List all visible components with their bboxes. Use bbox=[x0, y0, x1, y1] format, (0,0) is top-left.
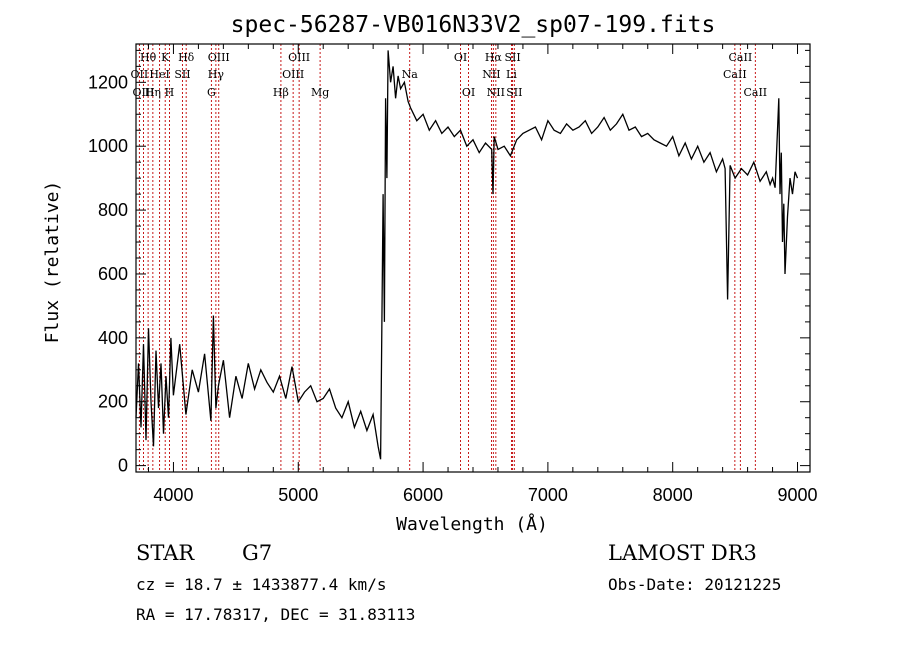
y-tick-label: 800 bbox=[98, 200, 128, 220]
spectral-line-label: Hγ bbox=[208, 68, 225, 81]
y-tick-label: 1200 bbox=[88, 72, 128, 92]
y-tick-label: 400 bbox=[98, 328, 128, 348]
spectral-line-label: Li bbox=[506, 68, 517, 81]
spectral-line-label: OIII bbox=[288, 51, 310, 64]
plot-frame bbox=[135, 43, 811, 473]
spectral-line-label: Hη bbox=[145, 86, 161, 99]
x-tick-label: 5000 bbox=[278, 485, 318, 505]
object-type: STAR bbox=[136, 541, 195, 565]
x-axis-ticks: 4000 5000 6000 7000 8000 9000 bbox=[147, 44, 818, 505]
spectral-line-label: SII bbox=[504, 51, 520, 64]
redshift-readout: cz = 18.7 ± 1433877.4 km/s bbox=[136, 575, 386, 594]
x-tick-label: 6000 bbox=[403, 485, 443, 505]
spectral-line-markers bbox=[138, 44, 756, 472]
spectral-line-label: Na bbox=[402, 68, 419, 81]
spectral-line-label: CaII bbox=[723, 68, 747, 81]
spectral-line-label: CaII bbox=[729, 51, 753, 64]
spectral-line-label: CaII bbox=[743, 86, 767, 99]
spectral-line-label: OIII bbox=[282, 68, 304, 81]
spectral-line-label: SII bbox=[174, 68, 190, 81]
spectrum-series-line bbox=[135, 50, 799, 460]
y-axis-ticks: 0 200 400 600 800 1000 1200 bbox=[88, 49, 810, 476]
spectral-line-label: NII bbox=[482, 68, 500, 81]
spectral-line-label: Hα bbox=[485, 51, 503, 64]
spectral-line-label: NII bbox=[487, 86, 505, 99]
x-tick-label: 4000 bbox=[153, 485, 193, 505]
y-tick-label: 0 bbox=[118, 456, 128, 476]
y-tick-label: 600 bbox=[98, 264, 128, 284]
spectral-line-label: Mg bbox=[311, 86, 329, 99]
object-subclass: G7 bbox=[242, 541, 272, 565]
x-tick-label: 7000 bbox=[528, 485, 568, 505]
x-axis-label: Wavelength (Å) bbox=[396, 513, 548, 535]
spectral-line-label: OII bbox=[131, 68, 149, 81]
coordinates-readout: RA = 17.78317, DEC = 31.83113 bbox=[136, 605, 415, 624]
spectral-line-label: OIII bbox=[132, 86, 154, 99]
spectral-line-label: OI bbox=[454, 51, 467, 64]
spectral-line-label: OI bbox=[462, 86, 475, 99]
spectral-line-label: H bbox=[165, 86, 175, 99]
y-tick-label: 1000 bbox=[88, 136, 128, 156]
x-tick-label: 8000 bbox=[653, 485, 693, 505]
x-tick-label: 9000 bbox=[777, 485, 817, 505]
spectral-line-label: Hθ bbox=[140, 51, 157, 64]
spectral-line-label: K bbox=[161, 51, 170, 64]
spectral-line-label: OIII bbox=[208, 51, 230, 64]
spectral-line-label: Hβ bbox=[273, 86, 289, 99]
chart-title: spec-56287-VB016N33V2_sp07-199.fits bbox=[231, 12, 716, 38]
y-tick-label: 200 bbox=[98, 392, 128, 412]
spectral-line-label: HeI bbox=[149, 68, 169, 81]
spectral-line-label: G bbox=[207, 86, 216, 99]
survey-name: LAMOST DR3 bbox=[608, 541, 757, 565]
y-axis-label: Flux (relative) bbox=[42, 181, 63, 344]
observation-date: Obs-Date: 20121225 bbox=[608, 575, 781, 594]
spectral-line-label: SII bbox=[506, 86, 522, 99]
spectral-line-label: Hδ bbox=[178, 51, 195, 64]
